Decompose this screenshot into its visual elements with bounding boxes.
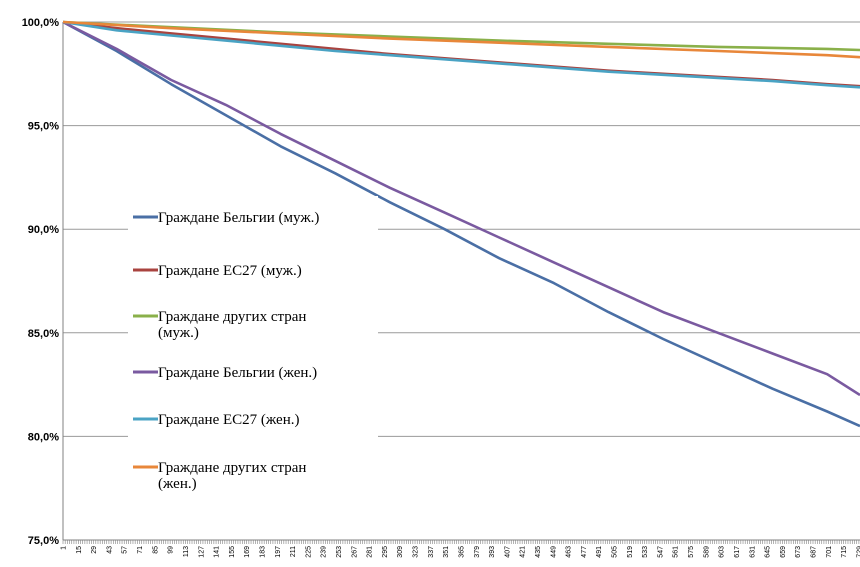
x-tick-label: 239 [321, 546, 328, 558]
series-lines [62, 20, 860, 428]
series-line-5 [62, 20, 860, 89]
x-tick-label: 463 [566, 546, 573, 558]
x-tick-label: 309 [397, 546, 404, 558]
x-tick-label: 99 [168, 546, 175, 554]
x-tick-label: 71 [137, 546, 144, 554]
x-axis-ticks: 1 15 29 43 57 71 85 99 113 127 141 155 169 183 197 211 2… [61, 540, 860, 558]
y-axis-ticks: 75,0% 80,0% 85,0% 90,0% 95,0% 100,0% [22, 17, 60, 547]
x-tick-label: 491 [596, 546, 603, 558]
x-tick-label: 113 [183, 546, 190, 557]
x-tick-label: 547 [657, 546, 664, 558]
x-tick-label: 477 [581, 546, 588, 558]
x-tick-label: 631 [749, 546, 756, 558]
x-tick-label: 267 [351, 546, 358, 558]
x-tick-label: 421 [520, 546, 527, 558]
x-tick-label: 729 [856, 546, 860, 558]
x-tick-label: 337 [428, 546, 435, 558]
x-tick-label: 197 [275, 546, 282, 558]
y-tick-label: 100,0% [22, 17, 60, 29]
x-tick-label: 393 [489, 546, 496, 558]
x-tick-label: 85 [152, 546, 159, 554]
legend-label: Граждане других стран [158, 309, 306, 325]
x-tick-label: 561 [673, 546, 680, 558]
series-line-4 [62, 20, 860, 397]
x-tick-label: 701 [826, 546, 833, 558]
x-tick-label: 43 [106, 546, 113, 554]
x-tick-label: 687 [810, 546, 817, 558]
x-tick-label: 155 [229, 546, 236, 558]
axes [62, 22, 860, 541]
x-tick-label: 519 [627, 546, 634, 558]
x-tick-label: 127 [198, 546, 205, 558]
series-line-6 [62, 20, 860, 59]
y-tick-label: 80,0% [28, 431, 59, 443]
x-tick-label: 351 [443, 546, 450, 558]
x-tick-label: 183 [259, 546, 266, 558]
x-tick-label: 281 [367, 546, 374, 558]
x-tick-label: 379 [474, 546, 481, 558]
x-tick-label: 435 [535, 546, 542, 558]
series-line-1 [62, 20, 860, 428]
x-tick-label: 533 [642, 546, 649, 558]
x-tick-label: 603 [719, 546, 726, 558]
x-tick-label: 141 [214, 546, 221, 558]
x-tick-label: 575 [688, 546, 695, 558]
legend-background [128, 196, 378, 500]
legend-label: Граждане ЕС27 (жен.) [158, 412, 299, 428]
x-tick-label: 407 [504, 546, 511, 558]
y-tick-label: 95,0% [28, 121, 59, 133]
x-tick-label: 253 [336, 546, 343, 558]
x-tick-label: 505 [612, 546, 619, 558]
x-tick-label: 323 [413, 546, 420, 558]
x-tick-label: 57 [122, 546, 129, 554]
x-tick-label: 645 [765, 546, 772, 558]
x-tick-label: 365 [458, 546, 465, 558]
legend-label: (муж.) [158, 325, 199, 341]
x-tick-label: 1 [61, 546, 68, 550]
x-tick-label: 589 [703, 546, 710, 558]
legend-label: Граждане других стран [158, 460, 306, 476]
x-tick-label: 715 [841, 546, 848, 558]
x-tick-label: 449 [550, 546, 557, 558]
x-tick-label: 295 [382, 546, 389, 558]
y-tick-label: 85,0% [28, 328, 59, 340]
series-line-2 [62, 20, 860, 88]
legend-label: Граждане Бельгии (муж.) [158, 210, 319, 226]
x-tick-label: 673 [795, 546, 802, 558]
x-tick-label: 617 [734, 546, 741, 558]
legend-label: Граждане ЕС27 (муж.) [158, 263, 302, 279]
y-tick-label: 90,0% [28, 224, 59, 236]
x-tick-label: 15 [76, 546, 83, 554]
legend-label: (жен.) [158, 476, 197, 492]
x-tick-label: 211 [290, 546, 297, 557]
x-tick-label: 169 [244, 546, 251, 558]
x-tick-label: 659 [780, 546, 787, 558]
y-tick-label: 75,0% [28, 535, 59, 547]
legend-label: Граждане Бельгии (жен.) [158, 365, 317, 381]
x-tick-label: 29 [91, 546, 98, 554]
x-tick-label: 225 [305, 546, 312, 558]
legend: Граждане Бельгии (муж.) Граждане ЕС27 (му… [128, 196, 378, 500]
